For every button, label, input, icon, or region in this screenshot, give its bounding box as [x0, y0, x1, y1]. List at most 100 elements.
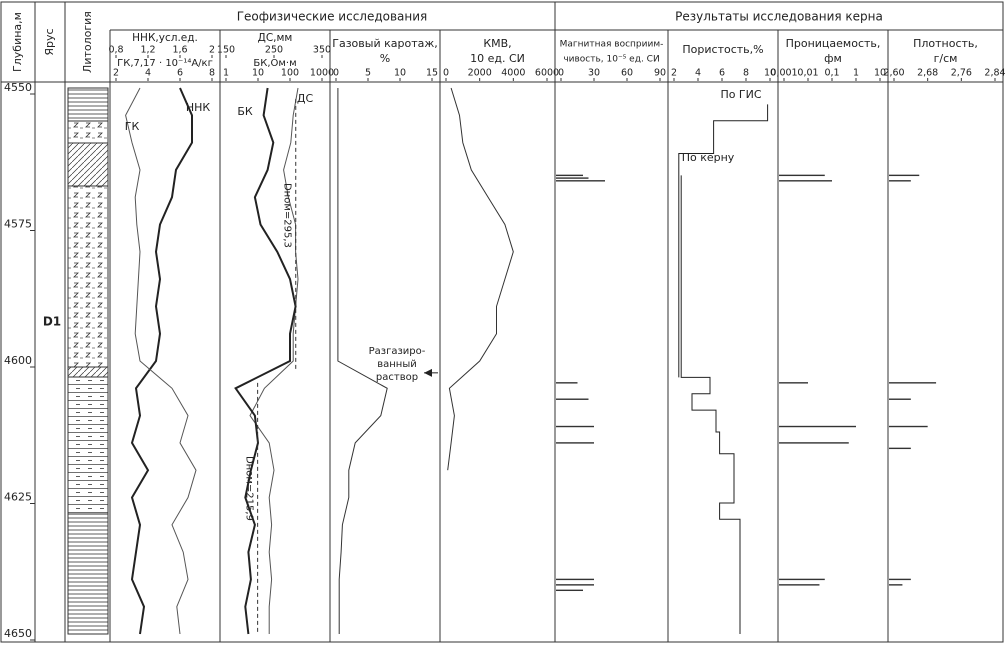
x-tick-label: 90 [654, 68, 666, 79]
track-title: КМВ, [483, 37, 511, 50]
y-tick-label: 4550 [4, 81, 32, 94]
track-title: ДС,мм [258, 32, 293, 44]
track-title: фм [824, 52, 842, 65]
lithology-column [67, 87, 109, 635]
track-title: Газовый каротаж, [332, 37, 438, 50]
log-curve [678, 104, 769, 378]
track-title: ННК,усл.ед. [132, 32, 198, 44]
x-tick-label: 1 [223, 68, 229, 79]
track-title: чивость, 10⁻⁵ ед. СИ [563, 55, 659, 65]
bar [556, 584, 594, 586]
bar [556, 578, 594, 581]
log-curve [130, 87, 193, 635]
bar [556, 177, 589, 179]
curve-label: БК [237, 105, 253, 118]
x-tick-label: 1,2 [140, 45, 155, 56]
bar [556, 174, 583, 177]
x-tick-label: 4 [145, 68, 151, 79]
x-tick-label: 0 [333, 68, 339, 79]
x-tick-label: 0,8 [108, 45, 123, 56]
track-title: Проницаемость, [786, 37, 881, 50]
lithology-title: Литология [81, 11, 94, 73]
bar [889, 398, 911, 400]
bar [556, 180, 605, 182]
x-tick-label: 4000 [501, 68, 525, 79]
bar [556, 442, 594, 444]
x-tick-label: 2,60 [883, 68, 904, 79]
x-tick-label: 4 [695, 68, 701, 79]
log-curve [125, 87, 197, 635]
curve-label: По керну [682, 151, 735, 164]
group-title: Геофизические исследования [237, 10, 428, 24]
bar [779, 584, 820, 586]
x-tick-label: 5 [365, 68, 371, 79]
bar [556, 425, 594, 428]
x-tick-label: 2000 [468, 68, 492, 79]
x-tick-label: 8 [743, 68, 749, 79]
x-tick-label: 100 [281, 68, 299, 79]
log-curve [447, 87, 514, 471]
group-title: Результаты исследования керна [675, 10, 883, 24]
x-tick-label: 2 [113, 68, 119, 79]
stage-title: Ярус [43, 28, 56, 55]
track-title: 10 ед. СИ [470, 52, 525, 65]
curve-label: По ГИС [720, 88, 761, 101]
annotation: ванный [377, 359, 417, 370]
nominal-label: Dном=215,9 [244, 456, 255, 521]
track-title: % [380, 52, 390, 65]
log-curve [680, 175, 741, 634]
nominal-label: Dном=295,3 [282, 183, 293, 248]
bar [889, 584, 903, 586]
bar [889, 174, 920, 177]
bar [779, 174, 825, 177]
annotation: раствор [376, 372, 418, 383]
x-tick-label: 6 [719, 68, 725, 79]
x-tick-label: 150 [217, 45, 235, 56]
bar [889, 447, 911, 450]
bar [889, 382, 937, 384]
curve-label: ДС [297, 92, 314, 105]
curve-label: ННК [186, 101, 211, 114]
bar [889, 578, 911, 581]
x-tick-label: 15 [426, 68, 438, 79]
bar [779, 425, 856, 428]
y-tick-label: 4650 [4, 627, 32, 640]
x-tick-label: 2 [671, 68, 677, 79]
x-tick-label: 6 [177, 68, 183, 79]
bar [889, 425, 928, 428]
log-curve [249, 87, 299, 634]
x-tick-label: 0,1 [824, 68, 839, 79]
track-title: Магнитная восприим- [560, 40, 664, 50]
track-title: ГК,7,17 · 10⁻¹⁴А/кг [117, 58, 213, 69]
bar [556, 589, 583, 592]
x-tick-label: 10 [252, 68, 264, 79]
stage-name: D1 [43, 315, 61, 329]
x-tick-label: 250 [265, 45, 283, 56]
log-curve [337, 88, 388, 634]
x-tick-label: 2 [209, 45, 215, 56]
x-tick-label: 30 [588, 68, 600, 79]
bar [556, 382, 578, 384]
arrow-head [424, 368, 432, 377]
y-tick-label: 4625 [4, 491, 32, 504]
x-tick-label: 10 [874, 68, 886, 79]
track-title: Плотность, [913, 37, 978, 50]
track-title: г/см [934, 52, 958, 65]
y-tick-label: 4600 [4, 354, 32, 367]
bar [889, 180, 911, 182]
x-tick-label: 6000 [535, 68, 559, 79]
track-title: БК,Ом·м [253, 58, 296, 69]
bar [779, 180, 832, 182]
bar [779, 382, 808, 384]
x-tick-label: 0 [558, 68, 564, 79]
log-curve [234, 87, 297, 635]
x-tick-label: 0,01 [797, 68, 818, 79]
x-tick-label: 10 [394, 68, 406, 79]
x-tick-label: 2,84 [984, 68, 1005, 79]
x-tick-label: 10 [764, 68, 776, 79]
x-tick-label: 0 [443, 68, 449, 79]
x-tick-label: 1,6 [172, 45, 187, 56]
x-tick-label: 1 [853, 68, 859, 79]
